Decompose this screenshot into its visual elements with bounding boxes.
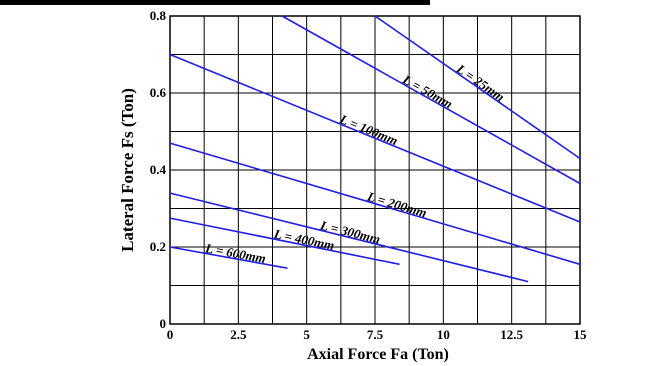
series-line-3 (169, 142, 581, 266)
series-line-1 (281, 15, 581, 185)
series-label-0: L = 25mm (453, 60, 507, 104)
y-tick-label: 0 (160, 316, 167, 331)
top-bar (0, 0, 430, 5)
series-label-1: L = 50mm (399, 71, 455, 111)
x-tick-label: 7.5 (367, 327, 384, 342)
y-tick-label: 0.4 (150, 162, 167, 177)
y-tick-label: 0.8 (150, 8, 167, 23)
series-label-3: L = 200mm (365, 188, 429, 220)
series-label-2: L = 100mm (337, 111, 400, 148)
x-tick-label: 5 (303, 327, 310, 342)
series-line-0 (374, 15, 581, 160)
series-line-6 (169, 246, 288, 269)
series-line-2 (169, 53, 581, 223)
x-tick-labels: 0 2.5 5 7.5 10 12.5 15 (167, 327, 587, 342)
x-tick-label: 12.5 (500, 327, 523, 342)
series-line-4 (169, 192, 529, 283)
x-tick-label: 10 (437, 327, 450, 342)
chart-grid (170, 16, 580, 324)
y-tick-label: 0.6 (150, 85, 167, 100)
y-axis-title: Lateral Force Fs (Ton) (118, 88, 137, 252)
series-lines (169, 15, 581, 283)
y-tick-label: 0.2 (150, 239, 166, 254)
x-tick-label: 15 (574, 327, 588, 342)
x-tick-label: 0 (167, 327, 174, 342)
series-label-6: L = 600mm (203, 240, 267, 266)
series-line-5 (169, 217, 400, 266)
x-tick-label: 2.5 (230, 327, 247, 342)
y-tick-labels: 0 0.2 0.4 0.6 0.8 (150, 8, 167, 331)
x-axis-title: Axial Force Fa (Ton) (307, 346, 449, 363)
